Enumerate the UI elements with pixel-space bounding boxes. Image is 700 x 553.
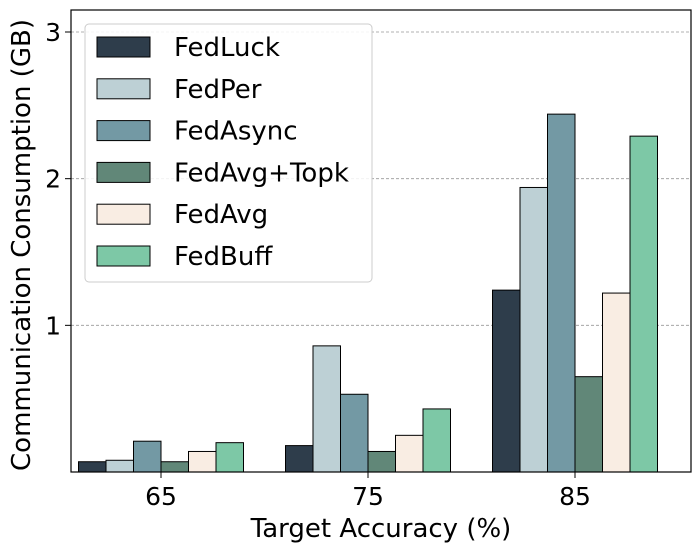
bar-fedasync-75	[340, 393, 369, 473]
bar-fedbuff-85	[629, 135, 658, 473]
x-tick-label: 65	[145, 482, 177, 511]
bar-fedper-85	[519, 186, 548, 473]
bar-fedasync-85	[547, 113, 576, 473]
y-axis-label: Communication Consumption (GB)	[7, 19, 37, 471]
legend-swatch	[96, 203, 151, 225]
bar-fedavg-topk-75	[367, 450, 396, 473]
legend: FedLuck FedPer FedAsync FedAvg+Topk FedAvg Fe…	[84, 23, 373, 283]
legend-swatch	[96, 120, 151, 142]
plot-frame	[70, 9, 692, 473]
legend-swatch	[96, 161, 151, 183]
bar-fedper-75	[312, 345, 341, 473]
legend-label: FedAvg+Topk	[174, 158, 349, 188]
x-tick-label: 75	[352, 482, 384, 511]
bar-fedbuff-65	[215, 442, 244, 473]
legend-label: FedLuck	[174, 33, 280, 63]
legend-label: FedBuff	[174, 242, 273, 272]
x-tick-label: 85	[559, 482, 591, 511]
legend-swatch	[96, 245, 151, 267]
bar-fedavg-65	[188, 450, 217, 473]
y-tick-label: 1	[45, 311, 61, 340]
y-tick-label: 2	[45, 165, 61, 194]
bar-fedasync-65	[133, 440, 162, 473]
bar-fedbuff-75	[422, 408, 451, 473]
legend-swatch	[96, 36, 151, 58]
bar-fedavg-85	[602, 292, 631, 473]
legend-label: FedAvg	[174, 200, 268, 230]
bar-fedluck-85	[492, 289, 521, 473]
x-axis-label: Target Accuracy (%)	[250, 514, 512, 544]
y-axis-ticks: 1 2 3	[45, 18, 71, 340]
bar-fedluck-75	[285, 445, 314, 473]
legend-label: FedAsync	[174, 117, 298, 147]
legend-swatch	[96, 78, 151, 100]
bar-fedavg-topk-65	[160, 461, 189, 473]
y-tick-label: 3	[45, 18, 61, 47]
grid-lines	[71, 31, 691, 326]
bar-fedavg-75	[395, 434, 424, 473]
legend-label: FedPer	[174, 75, 262, 105]
bar-fedluck-65	[78, 461, 107, 473]
legend-box	[84, 23, 373, 283]
x-axis-ticks: 65 75 85	[145, 472, 591, 511]
bar-fedper-65	[105, 459, 134, 473]
bar-fedavg-topk-85	[574, 376, 603, 473]
